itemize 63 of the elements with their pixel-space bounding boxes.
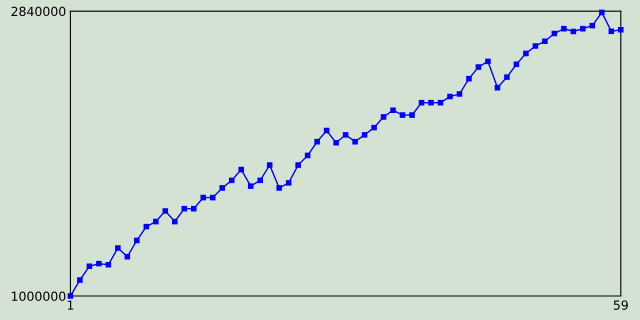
point	[476, 64, 482, 70]
point	[266, 162, 272, 168]
y-tick-label: 2840000	[11, 6, 66, 16]
point	[333, 140, 339, 146]
point	[106, 262, 112, 268]
point	[314, 138, 320, 144]
point	[409, 112, 415, 118]
point	[352, 138, 358, 144]
point	[124, 254, 130, 260]
point	[580, 26, 586, 32]
point	[608, 28, 614, 34]
point	[504, 74, 510, 80]
point	[466, 76, 472, 82]
point	[400, 112, 406, 118]
point	[68, 293, 74, 299]
point	[162, 208, 168, 214]
point	[324, 128, 330, 134]
x-tick-label: 1	[68, 300, 74, 310]
y-tick-label: 1000000	[12, 291, 66, 301]
point	[286, 180, 292, 186]
point	[96, 260, 102, 266]
x-tick-label: 59	[614, 300, 628, 310]
point	[362, 132, 368, 138]
point	[172, 218, 178, 224]
point	[77, 277, 83, 283]
point	[248, 183, 254, 189]
point	[542, 38, 548, 44]
point	[115, 245, 121, 251]
point	[552, 30, 558, 36]
point	[390, 107, 396, 114]
point	[447, 94, 453, 100]
point	[532, 43, 538, 49]
point	[304, 152, 310, 158]
point	[485, 58, 491, 64]
point	[570, 28, 576, 34]
point	[428, 100, 434, 106]
point	[494, 84, 500, 90]
point	[210, 194, 216, 200]
point	[456, 91, 462, 97]
point	[590, 22, 596, 28]
point	[144, 224, 150, 230]
point	[86, 264, 92, 270]
point	[380, 114, 386, 120]
point	[342, 132, 348, 138]
point	[190, 206, 197, 212]
point	[418, 100, 424, 106]
point	[276, 185, 282, 191]
point	[295, 162, 301, 168]
point	[182, 206, 188, 212]
point	[134, 238, 140, 244]
point	[257, 178, 263, 184]
point	[599, 10, 605, 16]
point	[618, 26, 624, 33]
point	[153, 218, 159, 224]
point	[219, 185, 226, 191]
point	[438, 100, 444, 106]
point	[523, 50, 529, 56]
point	[238, 166, 244, 172]
point	[200, 194, 206, 200]
point	[228, 178, 234, 184]
point	[514, 62, 520, 68]
point	[561, 26, 567, 32]
point	[371, 124, 377, 130]
